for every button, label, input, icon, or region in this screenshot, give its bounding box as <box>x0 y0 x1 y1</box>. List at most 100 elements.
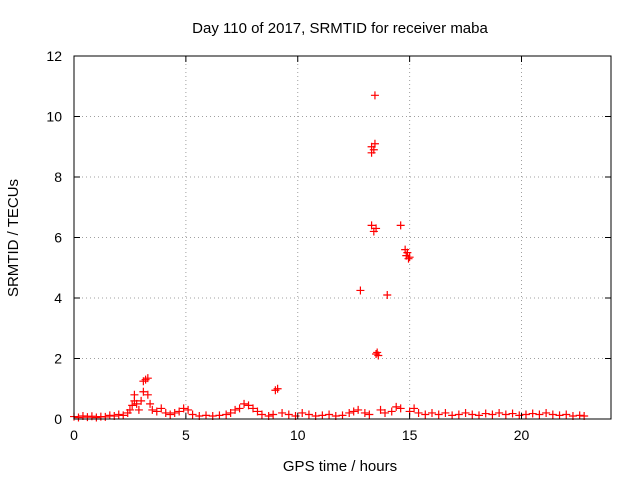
y-tick-label: 2 <box>54 351 62 367</box>
x-tick-label: 5 <box>182 427 190 443</box>
data-point <box>157 404 166 413</box>
data-point <box>392 402 401 411</box>
data-point <box>376 405 385 414</box>
data-point <box>134 405 143 414</box>
y-tick-labels: 0 2 4 6 8 10 12 <box>46 48 62 427</box>
data-point <box>381 408 390 417</box>
data-point <box>269 410 278 419</box>
data-point <box>345 408 354 417</box>
data-point <box>548 410 557 419</box>
data-point <box>304 410 313 419</box>
data-point <box>555 411 564 420</box>
data-point <box>535 410 544 419</box>
data-point <box>253 407 262 416</box>
data-point <box>338 411 347 420</box>
data-point <box>562 410 571 419</box>
data-point <box>360 408 369 417</box>
data-point <box>481 409 490 418</box>
x-tick-label: 0 <box>70 427 78 443</box>
data-point <box>146 399 155 408</box>
data-point <box>240 399 249 408</box>
data-point <box>434 410 443 419</box>
y-tick-label: 6 <box>54 230 62 246</box>
data-point <box>249 404 257 413</box>
data-point <box>74 413 83 422</box>
data-point <box>542 408 551 417</box>
y-tick-label: 10 <box>46 109 62 125</box>
data-point <box>284 410 293 419</box>
data-point <box>137 396 146 405</box>
data-point <box>92 413 101 422</box>
data-point <box>298 408 307 417</box>
data-point <box>403 248 412 257</box>
data-point <box>367 221 376 230</box>
data-point <box>222 410 231 419</box>
data-point <box>273 384 282 393</box>
y-axis-label: SRMTID / TECUs <box>5 179 22 297</box>
data-point <box>501 410 510 419</box>
y-tick-label: 0 <box>54 411 62 427</box>
data-point <box>369 145 378 154</box>
data-point <box>325 410 334 419</box>
data-point <box>170 408 179 417</box>
data-point <box>175 407 184 416</box>
data-point <box>370 91 379 100</box>
data-point <box>508 409 517 418</box>
data-point <box>235 404 244 413</box>
data-markers <box>70 91 589 422</box>
data-point <box>184 405 193 414</box>
x-tick-label: 10 <box>290 427 306 443</box>
data-point <box>515 411 524 420</box>
data-point <box>405 253 414 262</box>
data-point <box>143 374 152 383</box>
data-point <box>372 224 381 233</box>
x-tick-label: 20 <box>514 427 530 443</box>
data-point <box>202 411 211 420</box>
y-tick-label: 12 <box>46 48 62 64</box>
grid-lines <box>74 56 611 419</box>
data-point <box>428 408 436 417</box>
data-point <box>441 408 450 417</box>
data-point <box>365 410 374 419</box>
data-point <box>132 399 141 408</box>
data-point <box>128 401 137 410</box>
data-point <box>278 408 287 417</box>
data-point <box>257 410 266 419</box>
data-point <box>125 405 134 414</box>
data-point <box>188 410 197 419</box>
data-point <box>152 407 161 416</box>
data-point <box>148 405 157 414</box>
data-point <box>575 411 584 420</box>
data-point <box>370 139 379 148</box>
data-point <box>231 405 240 414</box>
x-axis-label: GPS time / hours <box>283 458 397 475</box>
x-tick-label: 15 <box>402 427 418 443</box>
data-point <box>461 408 470 417</box>
data-point <box>521 410 530 419</box>
data-point <box>421 410 430 419</box>
data-point <box>119 411 128 420</box>
data-point <box>139 387 148 396</box>
data-point <box>383 290 392 299</box>
data-point <box>161 408 170 417</box>
data-point <box>354 405 363 414</box>
data-point <box>495 408 504 417</box>
data-point <box>244 401 253 410</box>
data-point <box>396 221 405 230</box>
y-tick-label: 4 <box>54 290 62 306</box>
data-point <box>448 411 457 420</box>
data-point <box>356 286 365 295</box>
data-point <box>215 411 224 420</box>
data-point <box>396 404 405 413</box>
data-point <box>166 410 175 419</box>
x-tick-labels: 0 5 10 15 20 <box>70 427 529 443</box>
data-point <box>143 390 152 399</box>
chart-title: Day 110 of 2017, SRMTID for receiver mab… <box>192 20 488 37</box>
data-point <box>101 412 110 421</box>
data-point <box>528 409 537 418</box>
y-tick-label: 8 <box>54 169 62 185</box>
data-point <box>349 407 358 416</box>
data-point <box>454 410 463 419</box>
data-point <box>488 410 497 419</box>
